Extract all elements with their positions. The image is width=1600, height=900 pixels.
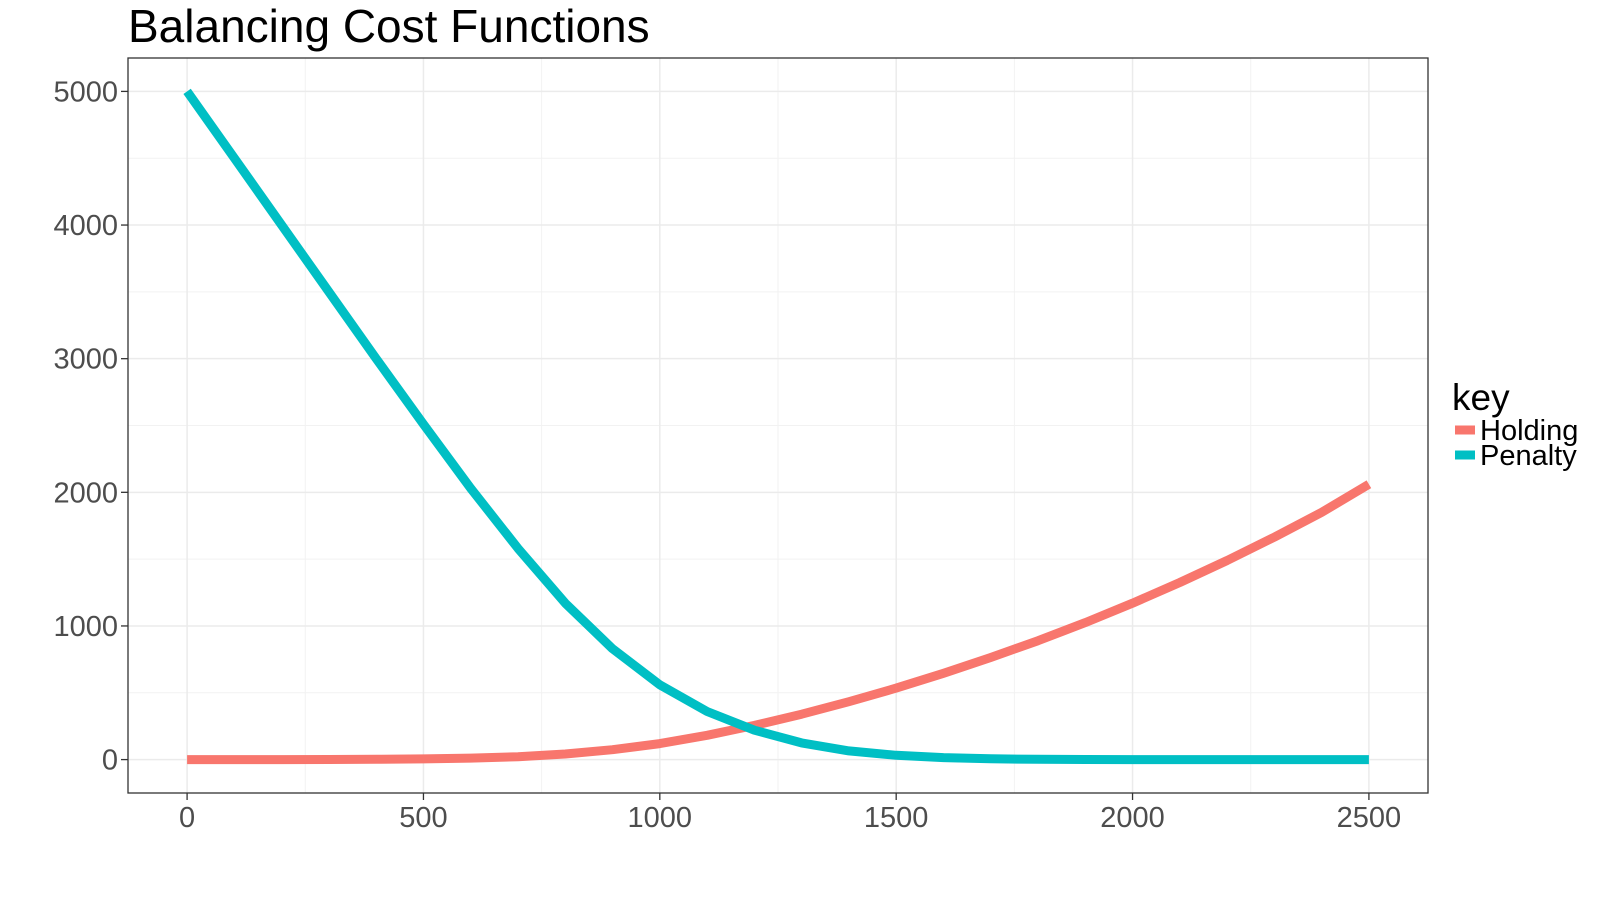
x-tick-label: 500 <box>399 802 447 834</box>
y-tick-label: 3000 <box>53 344 118 376</box>
y-tick-label: 5000 <box>53 76 118 108</box>
grid <box>128 58 1428 793</box>
series-line-penalty <box>183 88 1369 765</box>
series-line-holding <box>187 480 1372 765</box>
x-tick-label: 2500 <box>1337 802 1402 834</box>
legend-label-holding: Holding <box>1480 415 1578 447</box>
x-tick-label: 2000 <box>1100 802 1165 834</box>
chart-title: Balancing Cost Functions <box>128 0 650 52</box>
panel-border <box>127 57 1429 794</box>
axes: 0 500 1000 1500 2000 2500 0 1000 2000 3000 4000 500… <box>53 76 1401 834</box>
plot-series <box>183 88 1372 765</box>
legend-label-penalty: Penalty <box>1480 440 1577 472</box>
legend-title: key <box>1452 377 1510 418</box>
y-tick-label: 4000 <box>53 210 118 242</box>
y-tick-label: 2000 <box>53 477 118 509</box>
y-tick-label: 0 <box>102 745 118 777</box>
y-tick-label: 1000 <box>53 611 118 643</box>
x-tick-label: 0 <box>179 802 195 834</box>
x-tick-label: 1500 <box>864 802 929 834</box>
x-tick-label: 1000 <box>628 802 693 834</box>
